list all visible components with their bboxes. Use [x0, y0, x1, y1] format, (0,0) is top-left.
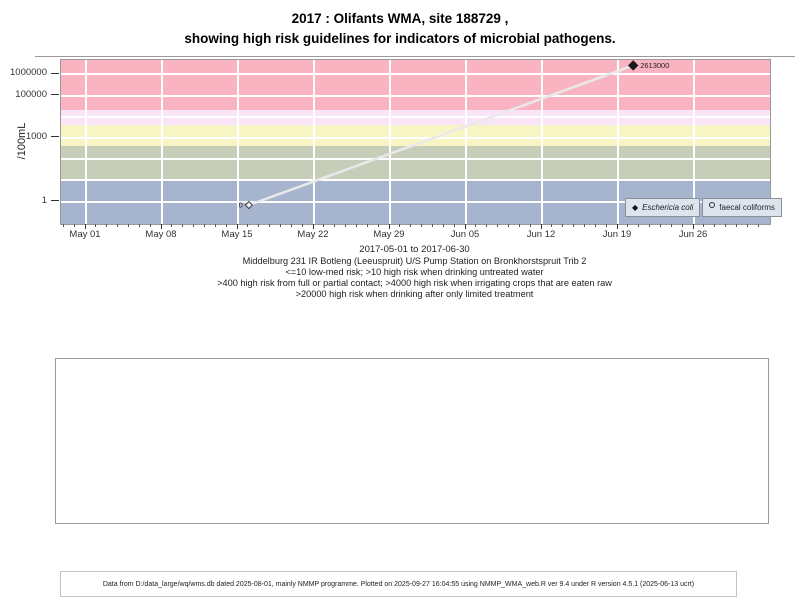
- title-separator: [35, 56, 795, 57]
- footer-text: Data from D:/data_large/wq/wms.db dated …: [102, 580, 695, 588]
- v-gridline: [465, 60, 467, 224]
- filled-diamond-marker: [627, 60, 639, 71]
- x-tick-label: May 15: [221, 229, 253, 240]
- y-tick: [51, 94, 59, 95]
- v-gridline: [693, 60, 695, 224]
- y-tick-label: 1000000: [10, 67, 47, 79]
- v-gridline: [237, 60, 239, 224]
- x-tick-label: May 22: [297, 229, 329, 240]
- h-gridline: [61, 158, 770, 161]
- footer: Data from D:/data_large/wq/wms.db dated …: [60, 571, 737, 597]
- y-tick-label: 1: [41, 194, 47, 206]
- v-gridline: [85, 60, 87, 224]
- caption-risk-drinking: <=10 low-med risk; >10 high risk when dr…: [285, 266, 544, 277]
- x-tick-label: May 01: [69, 229, 101, 240]
- series-line: [248, 64, 634, 207]
- h-gridline: [61, 136, 770, 139]
- chart-title-line1: 2017 : Olifants WMA, site 188729 ,: [291, 11, 509, 26]
- v-gridline: [313, 60, 315, 224]
- v-gridline: [541, 60, 543, 224]
- legend-item-ecoli: ◆ Eschericia coli: [625, 198, 701, 217]
- x-tick-label: Jun 26: [678, 229, 708, 240]
- chart-title: 2017 : Olifants WMA, site 188729 , showi…: [0, 9, 800, 49]
- y-axis-title: /100mL: [16, 122, 28, 160]
- h-gridline: [61, 115, 770, 118]
- h-gridline: [61, 73, 770, 76]
- filled-diamond-icon: ◆: [632, 202, 639, 212]
- y-tick: [51, 136, 59, 138]
- plot-panel: 0 2613000: [60, 59, 771, 225]
- risk-band-high-risk-limited-treatment: [61, 60, 770, 111]
- caption-risk-limited-treatment: >20000 high risk when drinking after onl…: [295, 288, 534, 299]
- captions: Middelburg 231 IR Botleng (Leeuspruit) U…: [60, 256, 769, 300]
- y-tick: [51, 72, 59, 74]
- data-layer: 0 2613000: [239, 60, 669, 210]
- risk-band-high-risk-drinking-untreated: [61, 146, 770, 181]
- legend-label-faecal: faecal coliforms: [719, 203, 775, 212]
- h-gridline: [61, 200, 770, 203]
- v-gridline: [389, 60, 391, 224]
- open-diamond-marker: [244, 200, 254, 210]
- chart-title-line2: showing high risk guidelines for indicat…: [184, 31, 616, 46]
- h-gridline: [61, 179, 770, 182]
- v-gridline: [161, 60, 163, 224]
- caption-station: Middelburg 231 IR Botleng (Leeuspruit) U…: [242, 256, 587, 266]
- y-tick: [51, 200, 59, 201]
- empty-panel: [55, 358, 769, 524]
- x-tick-label: Jun 12: [526, 229, 556, 240]
- legend: ◆ Eschericia coli faecal coliforms: [625, 198, 782, 217]
- caption-risk-contact-irrigation: >400 high risk from full or partial cont…: [217, 277, 612, 288]
- open-circle-icon: [709, 202, 716, 208]
- x-tick-label: May 08: [145, 229, 177, 240]
- y-tick-label: 100000: [15, 88, 47, 100]
- h-gridline: [61, 94, 770, 97]
- point-value-label: 2613000: [640, 61, 669, 70]
- x-tick-label: May 29: [373, 229, 405, 240]
- x-axis-title: 2017-05-01 to 2017-06-30: [359, 244, 470, 255]
- x-tick-label: Jun 19: [602, 229, 632, 240]
- point-value-label: 0: [239, 201, 243, 210]
- v-gridline: [617, 60, 619, 224]
- x-tick-label: Jun 05: [450, 229, 480, 240]
- legend-label-ecoli: Eschericia coli: [642, 203, 694, 212]
- legend-item-faecal: faecal coliforms: [702, 198, 782, 217]
